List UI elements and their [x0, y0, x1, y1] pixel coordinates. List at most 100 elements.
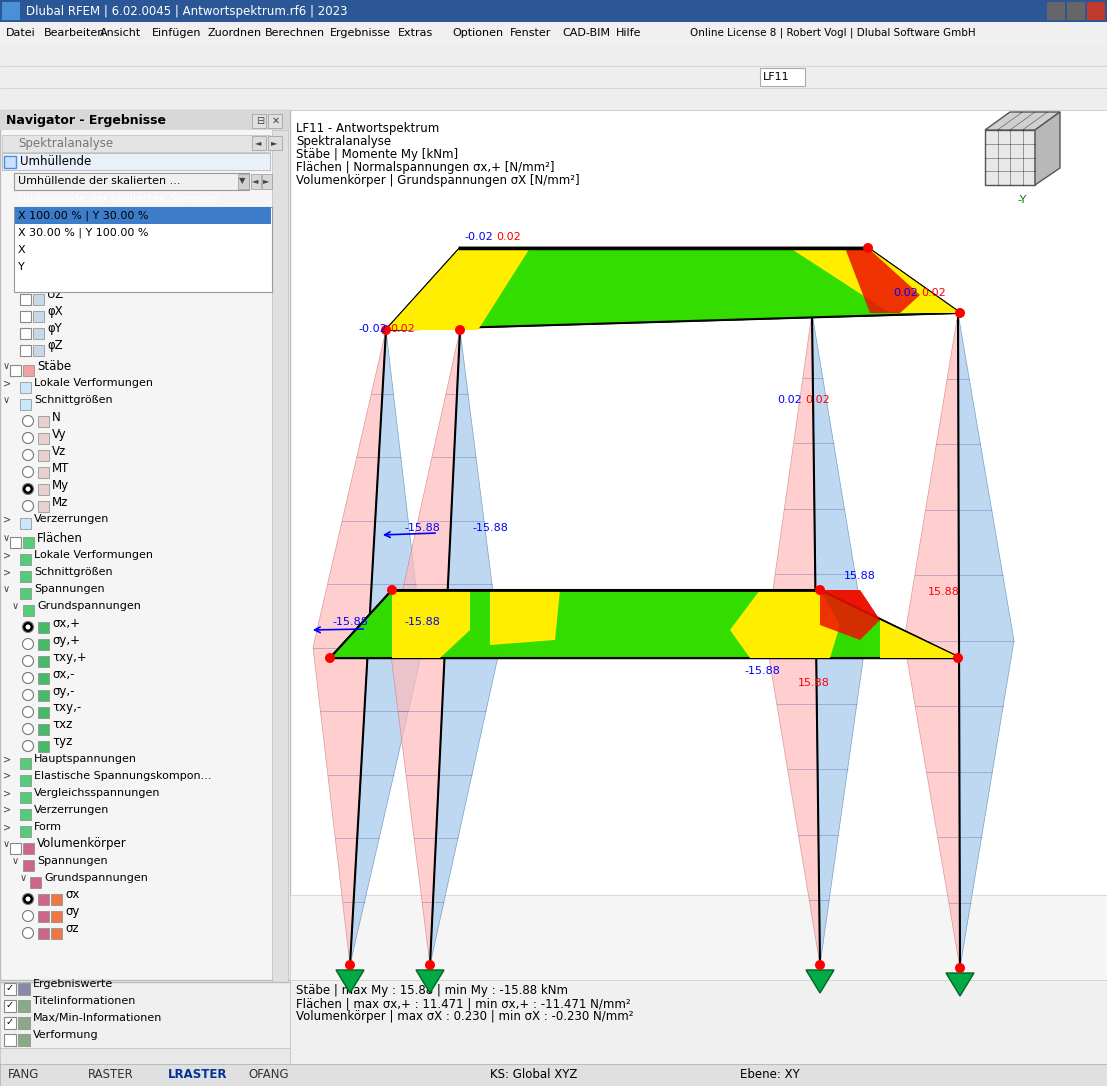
- Bar: [268, 114, 282, 128]
- Circle shape: [22, 501, 33, 512]
- Bar: [761, 68, 805, 86]
- Bar: [238, 174, 249, 189]
- Text: >: >: [3, 567, 11, 577]
- Bar: [251, 174, 261, 189]
- Bar: [14, 207, 272, 292]
- Text: Grundspannungen: Grundspannungen: [37, 601, 141, 611]
- Bar: [2, 153, 270, 171]
- Text: 15.88: 15.88: [928, 588, 960, 597]
- Bar: [38, 501, 49, 512]
- Text: ∨: ∨: [3, 839, 10, 849]
- Bar: [4, 983, 15, 995]
- Text: Hilfe: Hilfe: [615, 28, 641, 38]
- Bar: [33, 294, 44, 305]
- Polygon shape: [730, 590, 840, 658]
- Bar: [23, 843, 34, 854]
- Text: Elastische Spannungskompon...: Elastische Spannungskompon...: [34, 771, 211, 781]
- Bar: [20, 294, 31, 305]
- Polygon shape: [386, 248, 530, 330]
- Bar: [38, 433, 49, 444]
- Text: φY: φY: [46, 321, 62, 334]
- Text: Datei: Datei: [6, 28, 35, 38]
- Bar: [23, 605, 34, 616]
- Text: ◄: ◄: [252, 177, 259, 186]
- Polygon shape: [880, 620, 960, 658]
- Text: Mz: Mz: [52, 495, 69, 508]
- Text: >: >: [3, 822, 11, 832]
- Bar: [20, 311, 31, 323]
- Text: 15.88: 15.88: [845, 571, 876, 581]
- Bar: [1087, 2, 1105, 20]
- Text: RASTER: RASTER: [87, 1069, 134, 1082]
- Text: UZ: UZ: [46, 288, 63, 301]
- Bar: [10, 843, 21, 854]
- Text: Optionen: Optionen: [452, 28, 503, 38]
- Polygon shape: [806, 970, 834, 993]
- Polygon shape: [386, 248, 960, 330]
- Bar: [20, 382, 31, 393]
- Circle shape: [25, 487, 31, 492]
- Text: Fenster: Fenster: [510, 28, 551, 38]
- Text: >: >: [3, 754, 11, 763]
- Text: Online License 8 | Robert Vogl | Dlubal Software GmbH: Online License 8 | Robert Vogl | Dlubal …: [690, 28, 975, 38]
- Text: 0.02: 0.02: [777, 395, 801, 405]
- Text: Vz: Vz: [52, 444, 66, 457]
- Text: >: >: [3, 550, 11, 560]
- Bar: [252, 136, 266, 150]
- Bar: [0, 110, 290, 130]
- Text: Flächen: Flächen: [37, 531, 83, 544]
- Text: Schnittgrößen: Schnittgrößen: [34, 395, 113, 405]
- Bar: [14, 173, 249, 190]
- Text: σy,+: σy,+: [52, 633, 80, 646]
- Text: Volumenkörper | max σX : 0.230 | min σX : -0.230 N/mm²: Volumenkörper | max σX : 0.230 | min σX …: [296, 1010, 633, 1023]
- Text: ∨: ∨: [3, 533, 10, 543]
- Polygon shape: [946, 973, 974, 996]
- Text: 0.02: 0.02: [893, 288, 918, 298]
- Text: -15.88: -15.88: [744, 666, 780, 675]
- Polygon shape: [730, 590, 840, 658]
- Polygon shape: [330, 590, 960, 658]
- Text: ►: ►: [263, 177, 269, 186]
- Text: -15.88: -15.88: [404, 617, 439, 627]
- Text: LRASTER: LRASTER: [168, 1069, 228, 1082]
- Circle shape: [22, 432, 33, 443]
- Bar: [18, 1000, 30, 1012]
- Text: Max/Min-Informationen: Max/Min-Informationen: [33, 1013, 163, 1023]
- Text: Flächen | max σx,+ : 11.471 | min σx,+ : -11.471 N/mm²: Flächen | max σx,+ : 11.471 | min σx,+ :…: [296, 997, 631, 1010]
- Circle shape: [325, 653, 335, 662]
- Text: 0.02: 0.02: [805, 395, 830, 405]
- Polygon shape: [490, 590, 560, 645]
- Text: MT: MT: [52, 462, 70, 475]
- Text: KS: Global XYZ: KS: Global XYZ: [490, 1069, 578, 1082]
- Bar: [51, 894, 62, 905]
- Bar: [20, 758, 31, 769]
- Text: ▼: ▼: [239, 177, 246, 186]
- Bar: [252, 114, 266, 128]
- Circle shape: [25, 897, 31, 901]
- Bar: [1067, 2, 1085, 20]
- Text: φX: φX: [46, 304, 63, 317]
- Text: Titelinformationen: Titelinformationen: [33, 996, 135, 1006]
- Polygon shape: [985, 112, 1061, 130]
- Text: Ebene: XY: Ebene: XY: [739, 1069, 799, 1082]
- Bar: [38, 741, 49, 752]
- Bar: [51, 929, 62, 939]
- Text: OFANG: OFANG: [248, 1069, 289, 1082]
- Text: Vergleichsspannungen: Vergleichsspannungen: [34, 788, 161, 798]
- Bar: [30, 877, 41, 888]
- Bar: [1047, 2, 1065, 20]
- Text: Verformung: Verformung: [33, 1030, 99, 1040]
- Text: >: >: [3, 378, 11, 388]
- Bar: [290, 110, 1107, 980]
- Text: Berechnen: Berechnen: [265, 28, 325, 38]
- Text: Extras: Extras: [399, 28, 433, 38]
- Bar: [0, 1048, 290, 1066]
- Polygon shape: [766, 313, 820, 965]
- Text: ∨: ∨: [12, 601, 19, 611]
- Text: ⊟: ⊟: [256, 116, 265, 126]
- Circle shape: [387, 585, 397, 595]
- Bar: [0, 982, 290, 1050]
- Circle shape: [22, 723, 33, 734]
- Bar: [272, 130, 288, 982]
- Text: 0.02: 0.02: [390, 324, 415, 334]
